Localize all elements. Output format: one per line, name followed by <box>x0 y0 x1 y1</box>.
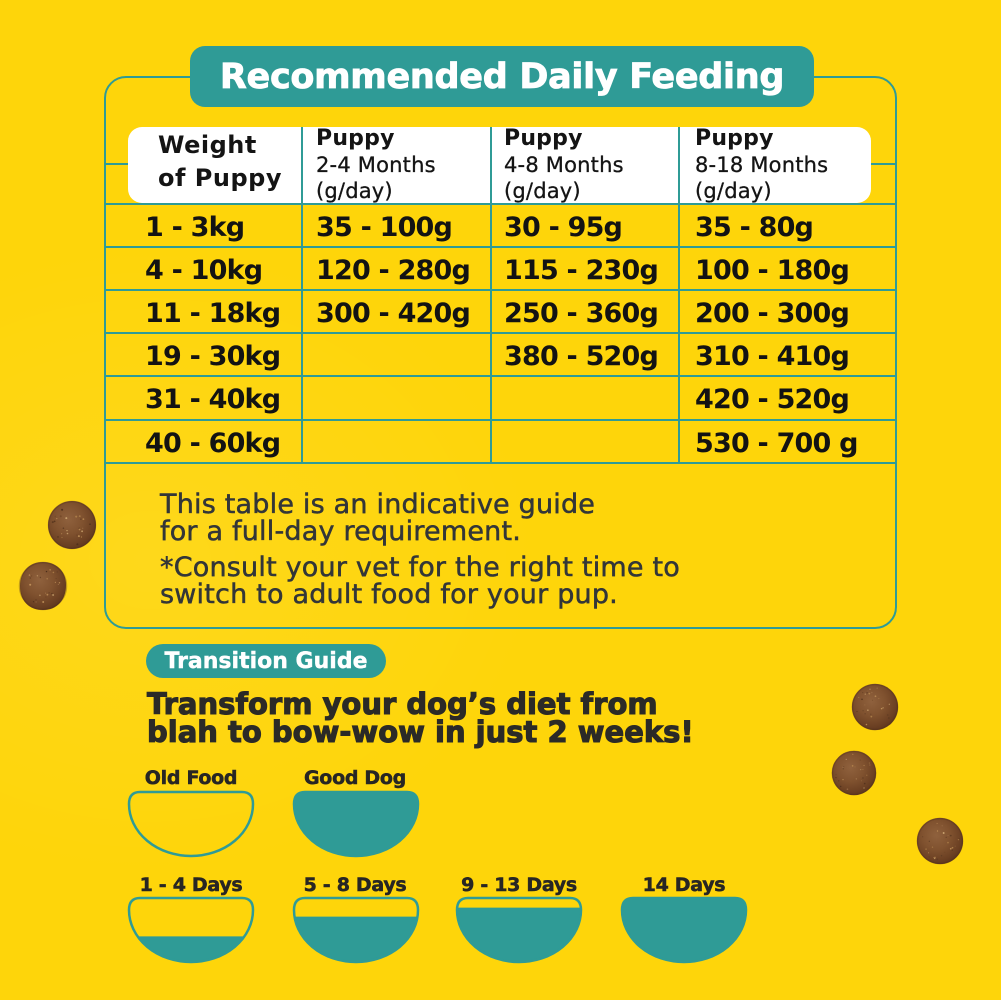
header-col-title: Puppy <box>316 126 395 151</box>
grid-line-horizontal <box>105 418 895 421</box>
bowl-good-dog <box>292 790 420 858</box>
cell-weight-row2: 4 - 10kg <box>145 254 263 286</box>
kibble-image <box>831 750 877 796</box>
grid-line-horizontal <box>105 332 895 335</box>
cell-8-18-row2: 100 - 180g <box>695 254 850 286</box>
header-col-unit: (g/day) <box>504 179 581 203</box>
header-puppy-8-18-months: Puppy 8-18 Months (g/day) <box>695 126 828 204</box>
transition-guide-badge: Transition Guide <box>146 644 386 678</box>
cell-weight-row4: 19 - 30kg <box>145 341 281 373</box>
grid-line-horizontal <box>105 245 895 248</box>
bowl-label-9-13-days: 9 - 13 Days <box>461 874 578 897</box>
bowl-label-14-days: 14 Days <box>642 874 726 897</box>
bowl-old-food <box>127 790 255 858</box>
bowl-label-5-8-days: 5 - 8 Days <box>303 874 407 897</box>
title-banner: Recommended Daily Feeding <box>190 46 814 107</box>
note-line: *Consult your vet for the right time to <box>160 552 680 583</box>
transition-headline: Transform your dog’s diet from blah to b… <box>146 687 694 749</box>
bowl-label-good-dog: Good Dog <box>304 767 407 790</box>
header-weight-line2: of Puppy <box>158 164 282 192</box>
grid-line-vertical <box>678 127 680 463</box>
header-puppy-2-4-months: Puppy 2-4 Months (g/day) <box>316 126 436 204</box>
cell-8-18-row4: 310 - 410g <box>695 341 850 373</box>
bowl-label-1-4-days: 1 - 4 Days <box>139 874 243 897</box>
cell-weight-row1: 1 - 3kg <box>145 211 245 243</box>
header-puppy-4-8-months: Puppy 4-8 Months (g/day) <box>504 126 624 204</box>
cell-weight-row5: 31 - 40kg <box>145 384 281 416</box>
cell-4-8-row3: 250 - 360g <box>504 297 659 329</box>
cell-8-18-row5: 420 - 520g <box>695 384 850 416</box>
headline-line1: Transform your dog’s diet from <box>146 687 658 721</box>
header-col-range: 8-18 Months <box>695 153 829 177</box>
cell-8-18-row3: 200 - 300g <box>695 297 850 329</box>
kibble-image <box>18 561 68 611</box>
bowl-label-old-food: Old Food <box>144 767 238 790</box>
header-weight-of-puppy: Weight of Puppy <box>158 129 282 195</box>
cell-4-8-row2: 115 - 230g <box>504 254 659 286</box>
header-col-title: Puppy <box>695 126 774 151</box>
grid-line-horizontal <box>105 375 895 378</box>
note-consult-vet: *Consult your vet for the right time to … <box>160 552 680 610</box>
header-col-unit: (g/day) <box>695 179 772 203</box>
note-indicative-guide: This table is an indicative guide for a … <box>160 489 596 547</box>
cell-weight-row6: 40 - 60kg <box>145 427 281 459</box>
bowl-14-days <box>620 896 748 964</box>
grid-line-vertical <box>489 127 492 463</box>
header-weight-line1: Weight <box>158 131 257 159</box>
kibble-image <box>851 683 899 731</box>
kibble-image <box>916 817 964 865</box>
grid-line-horizontal <box>105 461 895 464</box>
title-text: Recommended Daily Feeding <box>219 56 785 97</box>
cell-2-4-row2: 120 - 280g <box>316 254 471 286</box>
cell-8-18-row1: 35 - 80g <box>695 211 814 243</box>
note-line: for a full-day requirement. <box>160 516 522 547</box>
bowl-9-13-days <box>455 896 583 964</box>
note-line: switch to adult food for your pup. <box>160 579 618 610</box>
bowl-1-4-days <box>127 896 255 964</box>
grid-line-vertical <box>301 127 303 463</box>
cell-weight-row3: 11 - 18kg <box>145 297 281 329</box>
header-col-range: 4-8 Months <box>504 153 624 177</box>
cell-2-4-row3: 300 - 420g <box>316 297 471 329</box>
header-col-unit: (g/day) <box>316 179 393 203</box>
transition-guide-label: Transition Guide <box>164 648 368 674</box>
cell-2-4-row1: 35 - 100g <box>316 211 453 243</box>
kibble-image <box>47 500 97 550</box>
table-header-background <box>128 127 871 203</box>
grid-line-horizontal <box>105 202 895 205</box>
grid-line-horizontal <box>105 288 895 291</box>
bowl-5-8-days <box>292 896 420 964</box>
cell-4-8-row1: 30 - 95g <box>504 211 623 243</box>
header-col-title: Puppy <box>504 126 583 151</box>
header-col-range: 2-4 Months <box>316 153 436 177</box>
note-line: This table is an indicative guide <box>160 489 596 520</box>
headline-line2: blah to bow-wow in just 2 weeks! <box>146 715 694 749</box>
cell-8-18-row6: 530 - 700 g <box>695 427 858 459</box>
cell-4-8-row4: 380 - 520g <box>504 341 659 373</box>
